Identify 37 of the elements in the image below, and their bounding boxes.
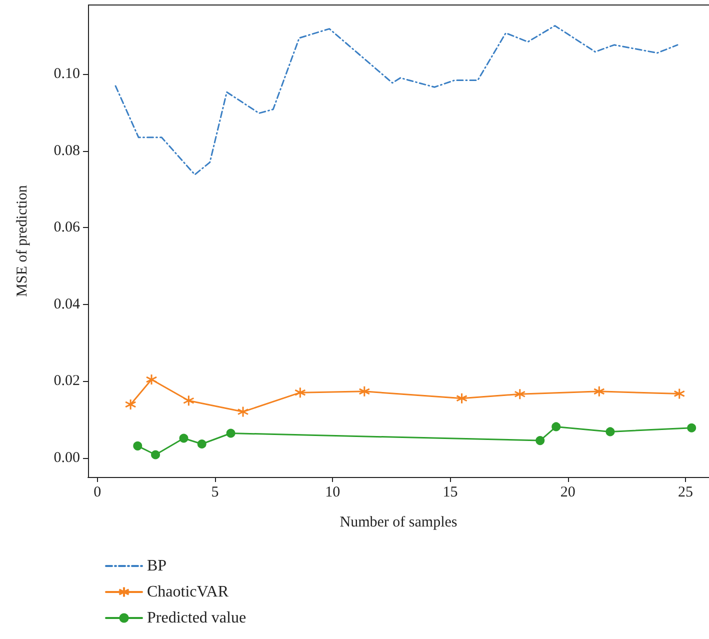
point <box>606 427 615 436</box>
point <box>197 440 206 448</box>
x-tick-label: 0 <box>94 484 102 500</box>
point <box>226 428 236 438</box>
y-tick-label: 0.06 <box>54 220 80 236</box>
point <box>124 398 136 410</box>
point <box>182 394 194 406</box>
y-axis-title: MSE of prediction <box>14 184 30 297</box>
point <box>514 388 526 400</box>
x-tick-label: 10 <box>325 484 340 500</box>
line-series <box>114 24 678 176</box>
y-tick-label: 0.04 <box>54 296 80 312</box>
legend-label: BP <box>147 558 167 574</box>
point <box>237 406 249 418</box>
point <box>536 436 545 446</box>
point <box>593 386 605 398</box>
point <box>179 434 188 443</box>
x-axis-title: Number of samples <box>340 514 458 530</box>
legend-label: ChaoticVAR <box>147 584 229 600</box>
point <box>687 423 696 432</box>
y-tick-label: 0.02 <box>54 373 80 390</box>
x-tick-label: 25 <box>678 484 693 500</box>
point <box>294 386 306 398</box>
legend-label: Predicted value <box>147 610 246 626</box>
x-tick-label: 15 <box>442 484 458 500</box>
point <box>552 422 561 432</box>
point <box>133 441 142 450</box>
point <box>674 388 686 400</box>
point <box>358 386 370 398</box>
point <box>146 374 158 386</box>
x-tick-label: 20 <box>560 484 576 500</box>
x-tick-label: 5 <box>211 484 219 500</box>
y-tick-label: 0.00 <box>54 450 80 466</box>
y-tick-label: 0.08 <box>54 142 80 159</box>
point <box>456 392 468 404</box>
point <box>151 450 160 460</box>
y-tick-label: 0.10 <box>54 66 80 82</box>
